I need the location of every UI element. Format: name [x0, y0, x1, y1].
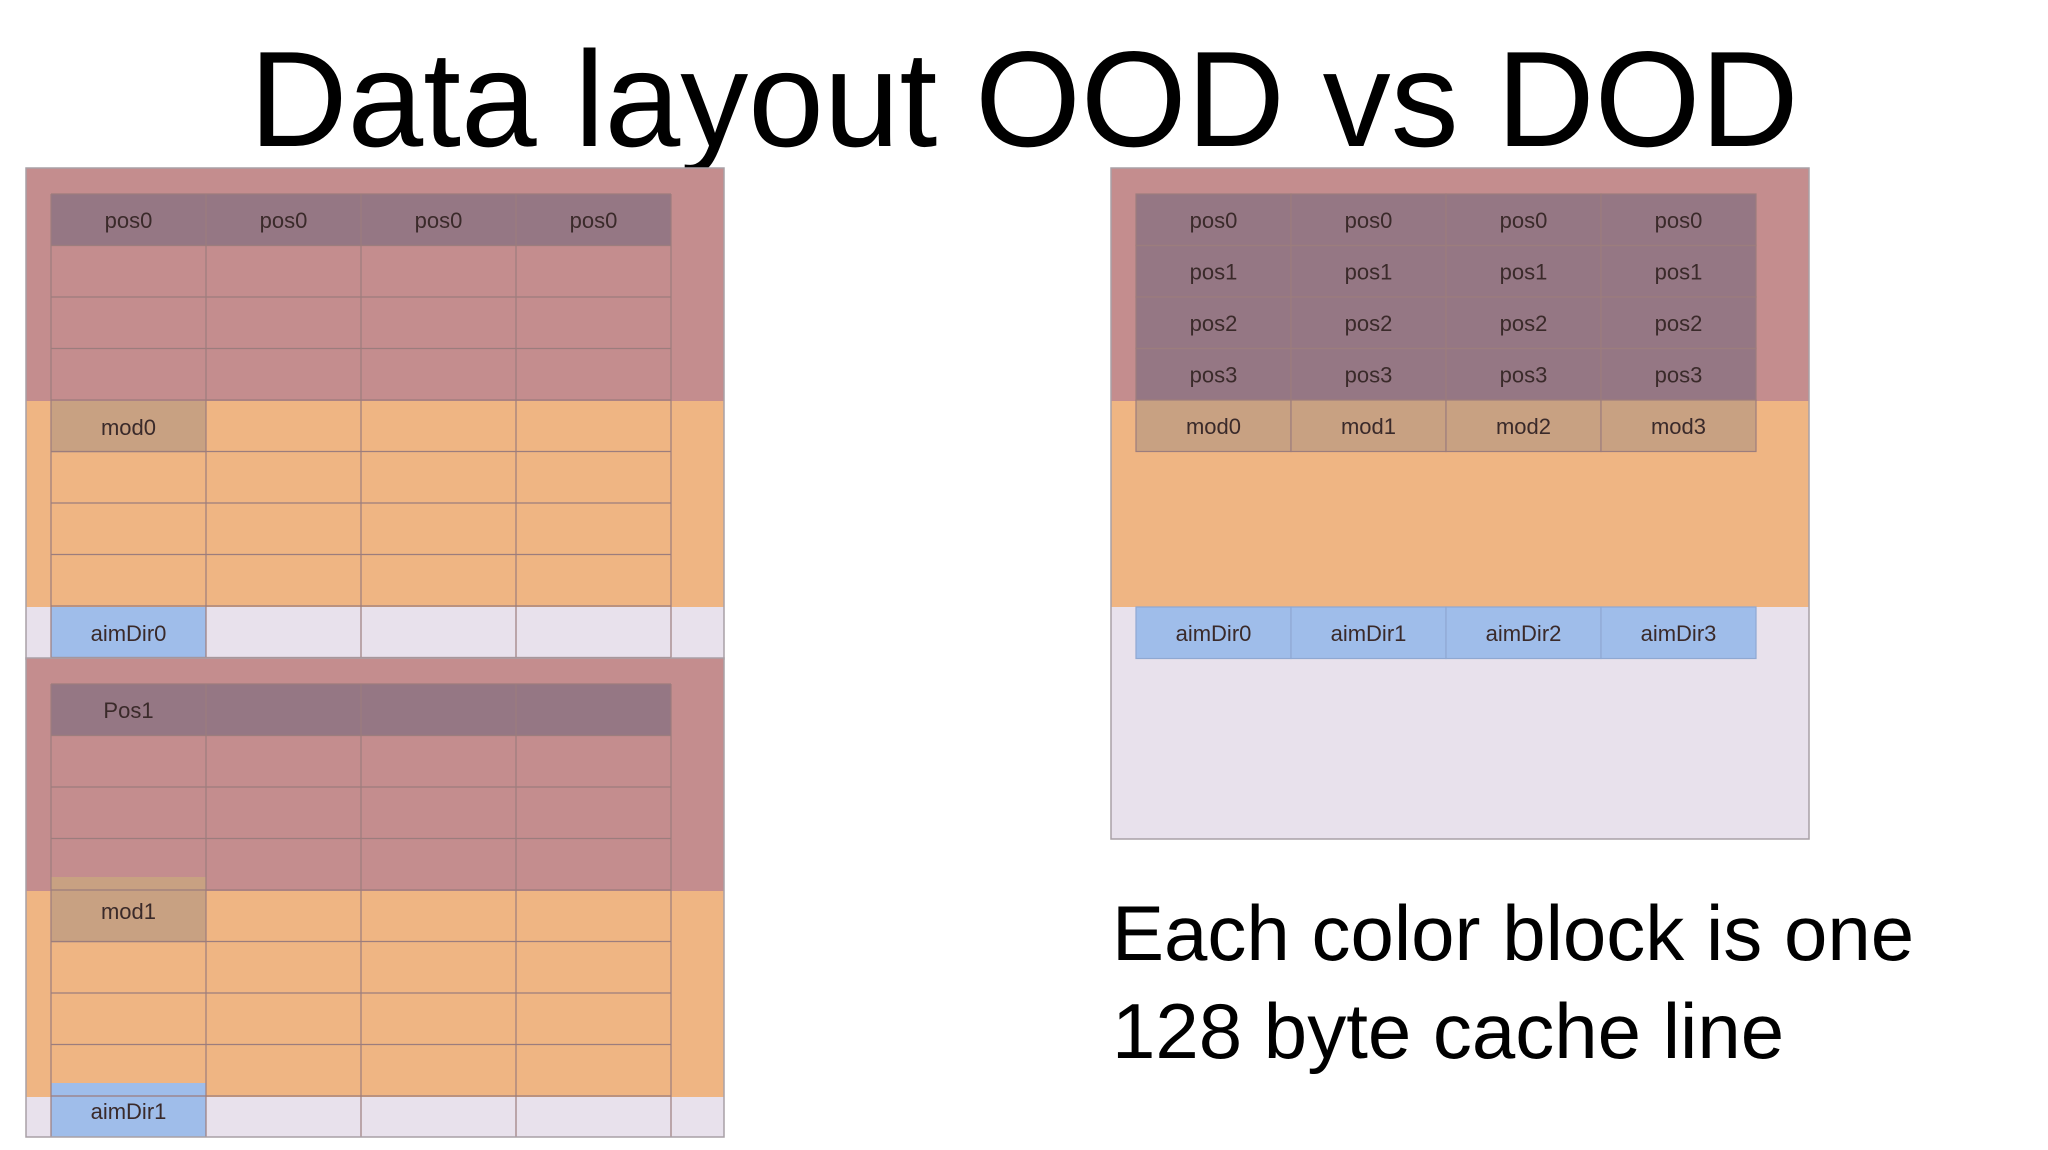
- ood-layout: pos0 pos0 pos0 pos0 mod0 aimDir0 Pos1 mod1 aimDi…: [25, 167, 725, 1138]
- dod-pos-cell: [1600, 193, 1757, 247]
- dod-pos-label: pos3: [1500, 362, 1548, 387]
- ood-aim-label: aimDir0: [91, 621, 167, 646]
- ood-aim-cell: [51, 1083, 206, 1137]
- dod-pos-label: pos3: [1345, 362, 1393, 387]
- ood-pos-cell: [516, 684, 671, 736]
- dod-mod-cell: [1135, 399, 1292, 453]
- dod-pos-label: pos3: [1655, 362, 1703, 387]
- dod-pos-cell: [1290, 296, 1447, 350]
- dod-aim-label: aimDir2: [1486, 621, 1562, 646]
- dod-pos-label: pos2: [1655, 311, 1703, 336]
- ood-pos-cell: [361, 684, 516, 736]
- ood-pos-cell: [206, 684, 361, 736]
- ood-pos-label: pos0: [105, 208, 153, 233]
- dod-pos-cell: [1290, 244, 1447, 298]
- ood-pos-label: pos0: [415, 208, 463, 233]
- ood-pos-cell: [206, 194, 361, 246]
- dod-aim-label: aimDir3: [1641, 621, 1717, 646]
- dod-aim-cell: [1445, 606, 1602, 660]
- dod-aim-cell: [1290, 606, 1447, 660]
- dod-pos-label: pos3: [1190, 362, 1238, 387]
- dod-pos-label: pos0: [1655, 208, 1703, 233]
- ood-pos-cell: [361, 194, 516, 246]
- caption-line-1: Each color block is one: [1112, 889, 1915, 977]
- dod-pos-cell: [1600, 347, 1757, 401]
- dod-pos-cell: [1290, 193, 1447, 247]
- dod-mod-cell: [1600, 399, 1757, 453]
- ood-pos-label: pos0: [260, 208, 308, 233]
- ood-entity-border: [25, 657, 725, 1138]
- ood-pos-cell: [51, 194, 206, 246]
- dod-mod-cell: [1290, 399, 1447, 453]
- dod-pos-label: pos2: [1190, 311, 1238, 336]
- dod-mod-label: mod0: [1186, 414, 1241, 439]
- ood-mod-label: mod0: [101, 415, 156, 440]
- ood-pos-label: pos0: [570, 208, 618, 233]
- dod-pos-label: pos0: [1345, 208, 1393, 233]
- dod-aim-cell: [1600, 606, 1757, 660]
- dod-mod-cell: [1445, 399, 1602, 453]
- ood-mod-cell: [51, 401, 206, 453]
- ood-mod-cell: [51, 877, 206, 943]
- dod-pos-label: pos1: [1500, 259, 1548, 284]
- dod-pos-cell: [1445, 244, 1602, 298]
- dod-mod-label: mod3: [1651, 414, 1706, 439]
- dod-aim-label: aimDir0: [1176, 621, 1252, 646]
- dod-pos-label: pos0: [1190, 208, 1238, 233]
- caption-line-2: 128 byte cache line: [1112, 987, 1785, 1075]
- slide-title: Data layout OOD vs DOD: [249, 23, 1799, 175]
- dod-pos-cell: [1445, 296, 1602, 350]
- dod-pos-label: pos2: [1345, 311, 1393, 336]
- ood-pos-label: Pos1: [103, 698, 153, 723]
- dod-pos-label: pos0: [1500, 208, 1548, 233]
- dod-pos-label: pos1: [1345, 259, 1393, 284]
- dod-pos-label: pos1: [1190, 259, 1238, 284]
- dod-pos-cell: [1445, 347, 1602, 401]
- dod-pos-cell: [1600, 296, 1757, 350]
- dod-border: [1110, 167, 1810, 840]
- dod-mod-label: mod2: [1496, 414, 1551, 439]
- ood-pos-cell: [51, 684, 206, 736]
- ood-pos-cell: [516, 194, 671, 246]
- ood-mod-label: mod1: [101, 899, 156, 924]
- dod-mod-label: mod1: [1341, 414, 1396, 439]
- caption: Each color block is one 128 byte cache l…: [1112, 884, 1914, 1080]
- dod-aim-cell: [1135, 606, 1292, 660]
- dod-layout: pos0 pos0 pos0 pos0 pos1 pos1 pos1 pos1 pos2 pos2…: [1110, 167, 1810, 840]
- ood-aim-label: aimDir1: [91, 1099, 167, 1124]
- dod-pos-label: pos2: [1500, 311, 1548, 336]
- dod-aim-label: aimDir1: [1331, 621, 1407, 646]
- dod-pos-cell: [1135, 193, 1292, 247]
- dod-pos-label: pos1: [1655, 259, 1703, 284]
- ood-aim-cell: [51, 607, 206, 659]
